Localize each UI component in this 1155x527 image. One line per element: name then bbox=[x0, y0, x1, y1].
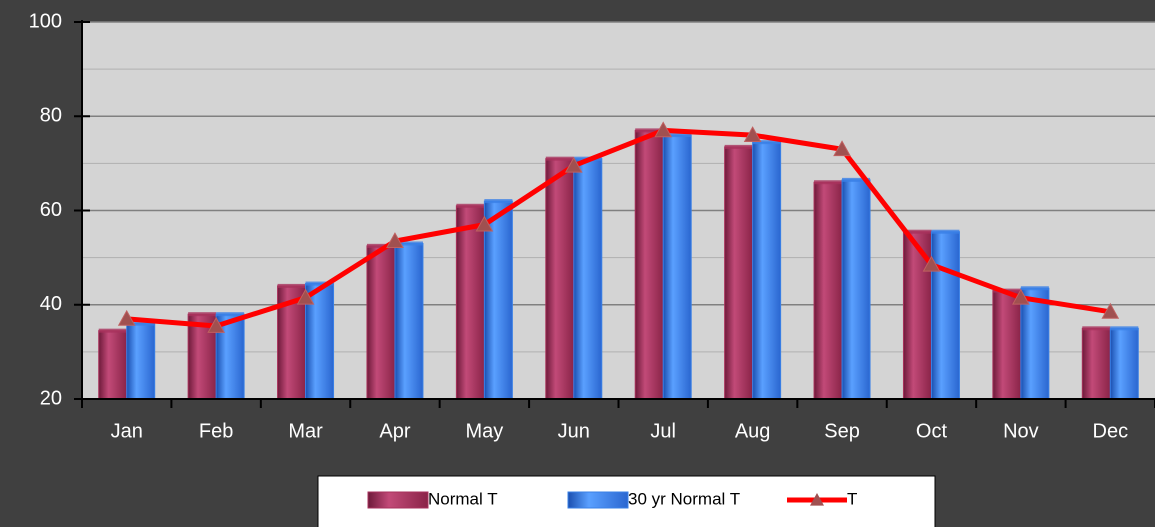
x-tick-label: Jul bbox=[650, 420, 676, 442]
bar bbox=[1081, 327, 1111, 400]
bar-top bbox=[1110, 326, 1139, 331]
y-tick-label: 80 bbox=[40, 105, 62, 127]
legend-marker bbox=[810, 493, 824, 506]
bar bbox=[930, 231, 960, 400]
bar bbox=[126, 323, 156, 400]
x-tick-label: Aug bbox=[735, 420, 771, 442]
bar bbox=[752, 141, 782, 400]
marker bbox=[296, 288, 315, 305]
bar-top bbox=[484, 199, 513, 204]
x-tick-label: Oct bbox=[916, 420, 948, 442]
bar bbox=[455, 205, 485, 400]
legend-swatch bbox=[367, 491, 429, 509]
bar bbox=[483, 200, 513, 400]
marker bbox=[117, 309, 136, 326]
bar-top bbox=[188, 312, 217, 317]
bar-top bbox=[305, 281, 334, 286]
bar-top bbox=[126, 321, 155, 326]
bar bbox=[662, 134, 692, 400]
bar bbox=[573, 158, 603, 400]
legend-label: 30 yr Normal T bbox=[628, 489, 740, 508]
y-tick-label: 100 bbox=[29, 10, 62, 32]
marker bbox=[743, 126, 762, 142]
legend-label: Normal T bbox=[428, 489, 498, 508]
legend-label: T bbox=[847, 489, 857, 508]
marker bbox=[1012, 288, 1030, 305]
line bbox=[126, 127, 1111, 329]
x-tick-label: Jan bbox=[111, 420, 143, 442]
bar bbox=[992, 290, 1022, 400]
marker bbox=[564, 156, 583, 173]
y-tick-label: 20 bbox=[40, 387, 62, 409]
x-tick-label: Apr bbox=[379, 420, 410, 442]
bar-top bbox=[931, 229, 960, 234]
x-tick-label: Sep bbox=[824, 420, 860, 442]
bar-top bbox=[545, 156, 574, 161]
bar-top bbox=[366, 243, 395, 248]
marker bbox=[654, 121, 673, 138]
legend-swatch bbox=[567, 491, 629, 509]
bar-top bbox=[663, 133, 692, 138]
bar bbox=[841, 179, 871, 400]
bar bbox=[634, 129, 664, 400]
x-tick-label: Jun bbox=[558, 420, 590, 442]
y-tick-label: 60 bbox=[40, 199, 62, 221]
bar bbox=[813, 181, 843, 400]
marker bbox=[1101, 302, 1120, 319]
bar-top bbox=[394, 241, 423, 246]
bar bbox=[724, 146, 754, 400]
bar-top bbox=[635, 128, 664, 133]
bar-top bbox=[752, 140, 781, 145]
bar-top bbox=[456, 203, 485, 208]
x-tick-label: May bbox=[465, 420, 503, 442]
marker bbox=[922, 255, 941, 272]
bar-top bbox=[98, 328, 127, 333]
marker bbox=[475, 215, 494, 232]
bar bbox=[394, 242, 424, 400]
x-tick-label: Dec bbox=[1093, 420, 1129, 442]
bar-top bbox=[724, 144, 753, 149]
marker bbox=[833, 140, 851, 157]
bar-top bbox=[1082, 326, 1111, 331]
bar bbox=[366, 245, 396, 400]
marker bbox=[207, 316, 225, 333]
marker bbox=[386, 232, 404, 249]
bar-top bbox=[903, 229, 932, 234]
bar-top bbox=[277, 283, 306, 288]
bar-top bbox=[216, 312, 245, 317]
bar-top bbox=[842, 177, 871, 182]
x-tick-label: Nov bbox=[1003, 420, 1039, 442]
bar-top bbox=[814, 180, 843, 185]
bar bbox=[1020, 287, 1050, 400]
x-tick-label: Mar bbox=[288, 420, 323, 442]
y-tick-label: 40 bbox=[40, 293, 62, 315]
bar bbox=[1109, 327, 1139, 400]
bar bbox=[98, 330, 128, 400]
bar bbox=[545, 158, 575, 400]
x-tick-label: Feb bbox=[199, 420, 233, 442]
bar-top bbox=[1020, 286, 1049, 291]
